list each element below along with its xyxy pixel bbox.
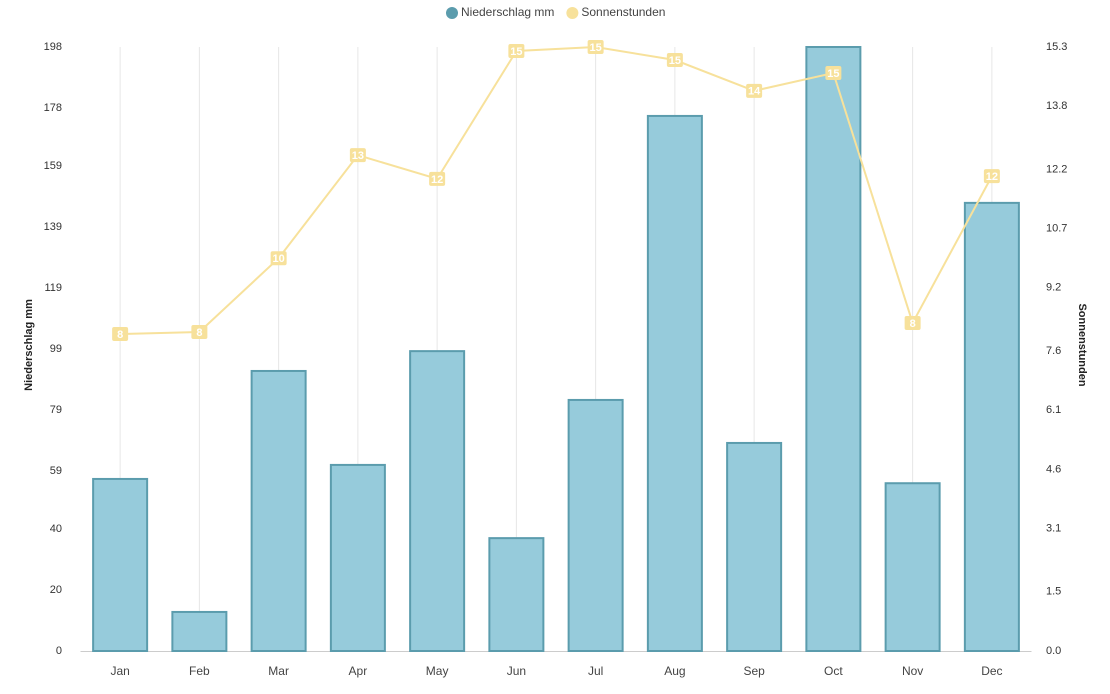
y2-tick-label: 13.8 — [1046, 100, 1067, 112]
y-tick-label: 0 — [56, 645, 62, 657]
data-label: 15 — [590, 42, 602, 54]
y-tick-label: 139 — [44, 221, 62, 233]
bar — [92, 477, 149, 652]
y2-tick-label: 1.5 — [1046, 586, 1061, 598]
data-label: 13 — [352, 150, 364, 162]
data-label: 15 — [510, 46, 522, 58]
bar — [250, 369, 307, 652]
y-tick-label: 178 — [44, 102, 62, 114]
y-axis-title: Niederschlag mm — [23, 299, 35, 391]
data-label-box — [508, 43, 525, 58]
y-tick-label: 119 — [44, 282, 62, 294]
bar — [963, 201, 1020, 653]
data-label: 15 — [827, 68, 839, 80]
y2-tick-label: 12.2 — [1046, 163, 1067, 175]
x-tick-label: Mar — [268, 664, 289, 678]
x-tick-label: Dec — [981, 664, 1002, 678]
y2-tick-label: 9.2 — [1046, 282, 1061, 294]
data-label: 8 — [196, 327, 202, 339]
y2-tick-label: 7.6 — [1046, 345, 1061, 357]
bar — [726, 441, 783, 653]
data-label-box — [666, 53, 683, 68]
y-tick-label: 198 — [44, 41, 62, 53]
bar — [409, 350, 466, 652]
legend-label: Niederschlag mm — [461, 5, 554, 19]
x-tick-label: Aug — [664, 664, 685, 678]
data-label: 8 — [117, 329, 123, 341]
legend-marker — [566, 7, 579, 19]
y-tick-label: 20 — [50, 584, 62, 596]
legend-marker — [446, 7, 458, 19]
bar — [805, 46, 862, 652]
data-label-box — [429, 171, 446, 186]
x-tick-label: Nov — [902, 664, 923, 678]
bar — [488, 537, 545, 652]
bar — [567, 398, 624, 652]
bar — [884, 482, 941, 652]
line — [120, 45, 993, 335]
data-label-box — [349, 148, 366, 163]
y2-axis-title: Sonnenstunden — [1076, 303, 1088, 386]
x-tick-label: Jul — [588, 664, 603, 678]
y2-tick-label: 0.0 — [1046, 645, 1061, 657]
data-label-box — [270, 251, 287, 266]
y2-tick-label: 6.1 — [1046, 404, 1061, 416]
x-tick-label: May — [426, 664, 449, 678]
data-label: 15 — [669, 55, 681, 67]
y2-tick-label: 10.7 — [1046, 223, 1067, 235]
x-tick-label: Sep — [743, 664, 765, 678]
data-label-box — [587, 40, 604, 54]
bar — [646, 114, 703, 653]
y-tick-label: 40 — [50, 523, 62, 535]
data-label: 14 — [748, 86, 761, 98]
data-label-box — [191, 325, 208, 340]
y2-tick-label: 3.1 — [1046, 523, 1061, 535]
bar — [329, 463, 386, 652]
data-label: 10 — [273, 253, 285, 265]
bar — [171, 610, 228, 653]
x-tick-label: Feb — [189, 664, 210, 678]
x-tick-label: Jun — [507, 664, 526, 678]
data-label-box — [112, 326, 129, 341]
y-tick-label: 59 — [50, 465, 62, 477]
x-tick-label: Apr — [349, 664, 368, 678]
y2-tick-label: 15.3 — [1046, 41, 1067, 53]
data-label: 12 — [986, 171, 998, 183]
data-label-box — [904, 315, 921, 330]
data-label-box — [746, 83, 763, 98]
y2-tick-label: 4.6 — [1046, 463, 1061, 475]
x-tick-label: Jan — [110, 664, 129, 678]
legend-label: Sonnenstunden — [581, 5, 665, 19]
x-tick-label: Oct — [824, 664, 843, 678]
data-label-box — [825, 66, 842, 81]
data-label: 8 — [910, 318, 916, 330]
y-tick-label: 79 — [50, 404, 62, 416]
data-label: 12 — [431, 174, 443, 186]
data-label-box — [983, 169, 1000, 184]
y-tick-label: 99 — [50, 343, 62, 355]
legend: Niederschlag mm Sonnenstunden — [446, 5, 665, 19]
y-tick-label: 159 — [44, 160, 62, 172]
